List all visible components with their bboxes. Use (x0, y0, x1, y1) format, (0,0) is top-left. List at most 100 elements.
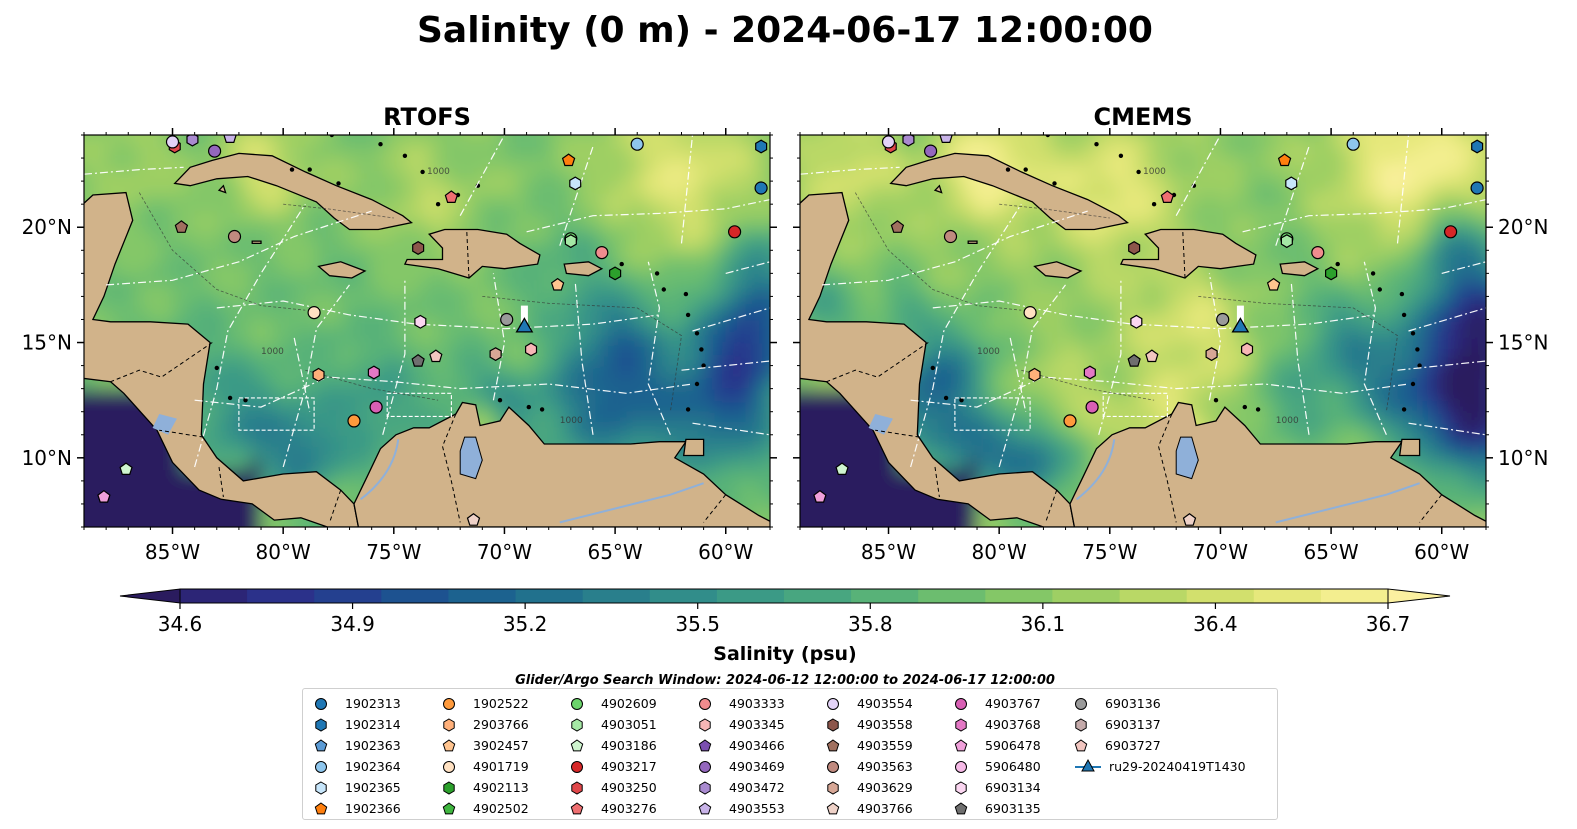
salinity-cell (327, 342, 340, 355)
salinity-cell (84, 388, 85, 402)
salinity-cell (888, 238, 901, 252)
salinity-cell (770, 389, 782, 402)
salinity-cell (471, 112, 483, 125)
salinity-cell (889, 527, 901, 540)
zone-boundary (681, 360, 770, 371)
salinity-cell (238, 192, 251, 206)
salinity-cell (932, 273, 945, 286)
salinity-cell (800, 181, 801, 194)
salinity-cell (482, 112, 494, 125)
salinity-cell (811, 469, 824, 482)
salinity-cell (1043, 342, 1056, 355)
salinity-cell (349, 469, 362, 482)
salinity-cell (205, 319, 218, 332)
salinity-cell (84, 158, 85, 171)
salinity-cell (1243, 527, 1255, 540)
salinity-cell (932, 227, 945, 240)
salinity-cell (943, 181, 956, 194)
salinity-cell (714, 434, 727, 448)
salinity-cell (216, 503, 229, 517)
float-marker-1902365 (569, 176, 582, 191)
salinity-cell (139, 261, 152, 275)
salinity-cell (954, 215, 967, 229)
salinity-cell (150, 469, 163, 482)
salinity-cell (427, 388, 440, 402)
salinity-cell (1065, 146, 1078, 159)
y-tick-label: 15°N (22, 331, 72, 355)
salinity-cell (1154, 331, 1167, 344)
salinity-cell (910, 250, 923, 263)
salinity-cell (1364, 158, 1377, 171)
salinity-cell (692, 181, 705, 194)
salinity-cell (128, 181, 141, 194)
salinity-cell (866, 112, 878, 125)
salinity-cell (84, 181, 97, 194)
salinity-cell (216, 446, 229, 459)
salinity-cell (899, 296, 912, 309)
salinity-cell (228, 112, 240, 125)
salinity-cell (1043, 250, 1056, 263)
salinity-cell (1342, 181, 1355, 194)
salinity-cell (1165, 539, 1177, 552)
salinity-cell (548, 250, 561, 263)
salinity-cell (988, 446, 1001, 459)
salinity-cell (877, 250, 890, 263)
salinity-cell (747, 480, 760, 494)
salinity-cell (1032, 342, 1045, 355)
salinity-cell (932, 400, 945, 413)
salinity-cell (1043, 238, 1056, 252)
salinity-cell (977, 411, 990, 425)
salinity-cell (800, 503, 801, 517)
salinity-cell (1397, 331, 1410, 344)
salinity-cell (778, 285, 790, 298)
salinity-cell (822, 503, 835, 517)
salinity-cell (205, 388, 218, 402)
salinity-cell (581, 192, 594, 206)
salinity-cell (272, 354, 285, 367)
salinity-cell (559, 169, 572, 183)
salinity-cell (427, 169, 440, 183)
salinity-cell (183, 192, 196, 206)
salinity-cell (921, 423, 934, 436)
salinity-cell (183, 204, 196, 217)
salinity-cell (1098, 169, 1111, 183)
salinity-cell (778, 147, 790, 160)
salinity-cell (844, 227, 857, 240)
salinity-cell (95, 135, 108, 148)
salinity-cell (736, 342, 749, 355)
salinity-cell (404, 284, 417, 298)
salinity-cell (714, 400, 727, 413)
salinity-cell (736, 354, 749, 367)
salinity-cell (1320, 377, 1333, 390)
isobath-1000 (305, 369, 439, 401)
salinity-cell (615, 135, 628, 148)
salinity-cell (681, 296, 694, 309)
salinity-cell (659, 261, 672, 275)
salinity-cell (449, 388, 462, 402)
salinity-cell (216, 400, 229, 413)
salinity-cell (349, 480, 362, 494)
salinity-cell (1176, 296, 1189, 309)
salinity-cell (770, 204, 782, 217)
salinity-cell (250, 135, 263, 136)
salinity-cell (360, 434, 373, 448)
salinity-cell (626, 181, 639, 194)
salinity-cell (781, 250, 793, 262)
salinity-cell (504, 273, 517, 286)
salinity-cell (316, 527, 328, 540)
salinity-cell (988, 284, 1001, 298)
salinity-cell (338, 238, 351, 252)
salinity-cell (504, 388, 517, 402)
salinity-cell (217, 527, 229, 540)
salinity-cell (758, 227, 770, 240)
salinity-cell (1419, 169, 1432, 183)
salinity-cell (482, 365, 495, 379)
salinity-cell (537, 354, 550, 367)
salinity-cell (1264, 135, 1277, 148)
salinity-cell (781, 446, 793, 459)
salinity-cell (800, 146, 801, 159)
salinity-cell (238, 135, 251, 148)
salinity-cell (570, 135, 583, 148)
salinity-cell (1076, 273, 1089, 286)
salinity-cell (1131, 181, 1144, 194)
